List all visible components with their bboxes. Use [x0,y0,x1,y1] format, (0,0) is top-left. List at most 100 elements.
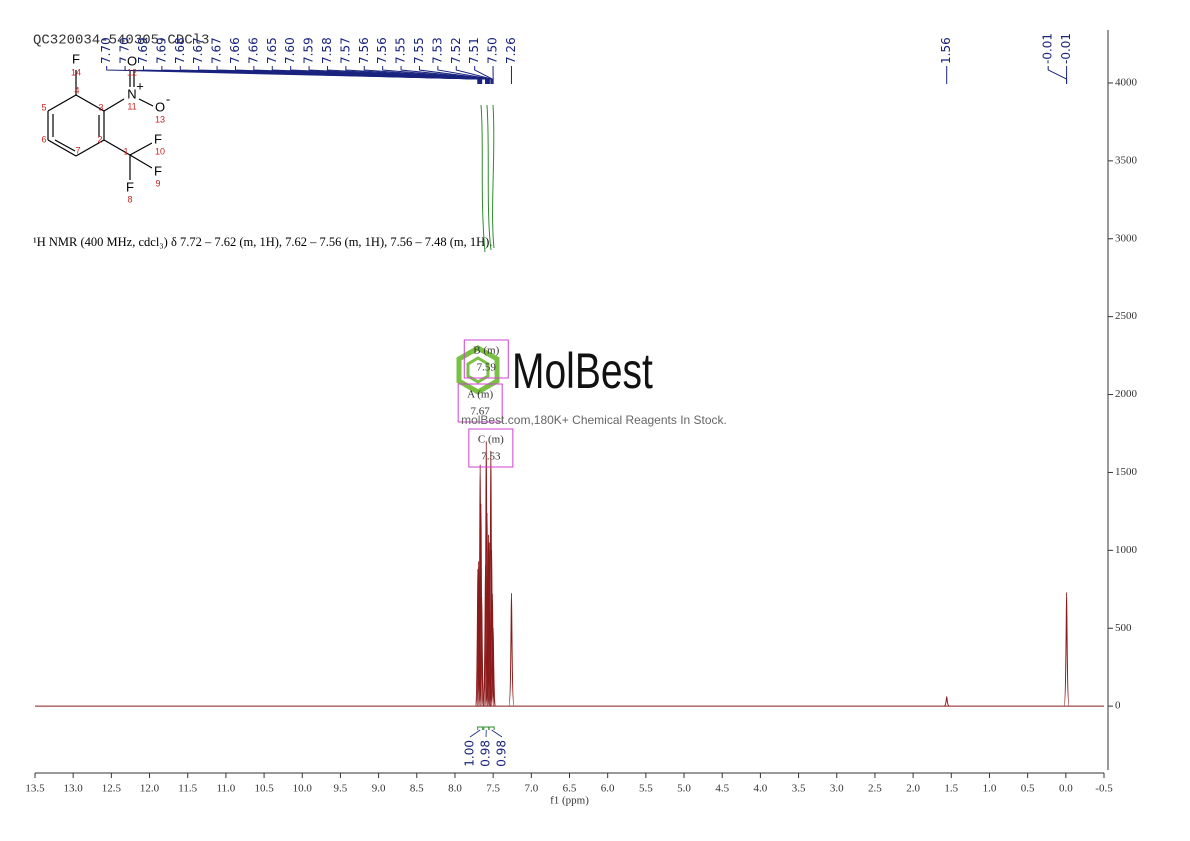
x-tick-label: 11.5 [178,783,197,795]
peak-connector [308,66,487,84]
integral-label: 0.98 [479,740,493,767]
peak-label: 7.51 [467,37,481,64]
atom-number: 4 [74,85,79,95]
atom-symbol: O [155,99,165,114]
signal-peak [490,627,497,707]
peak-label: 7.55 [394,37,408,64]
multiplet-label: C (m) [478,434,504,446]
multiplet-label: B (m) [473,345,499,357]
peak-label: 7.67 [210,37,224,64]
x-tick-label: 10.5 [254,783,274,795]
signal-peak [478,596,485,707]
peak-label: 7.66 [228,37,242,64]
y-tick-label: 0 [1115,700,1121,712]
x-tick-label: 7.5 [486,783,500,795]
x-tick-label: 8.0 [448,783,462,795]
sample-title: QC320034-540305-CDCl3 [33,33,209,49]
peak-connector [418,66,490,84]
x-tick-label: 6.0 [601,783,615,795]
peak-label: -0.01 [1059,33,1073,64]
integral-curves [480,104,495,253]
atom-background [152,132,164,148]
x-tick-label: 6.5 [563,783,577,795]
atom-charge: - [166,91,170,106]
x-tick-label: 10.0 [293,783,313,795]
atom-symbol: N [127,86,136,101]
peak-connector [326,66,488,84]
peak-label: 7.69 [136,37,150,64]
atom-number: 12 [127,67,137,77]
peak-label: -0.01 [1041,33,1055,64]
signal-peak [508,592,515,707]
x-tick-label: 13.0 [64,783,84,795]
x-tick-label: 4.0 [754,783,768,795]
peak-label: 7.59 [302,37,316,64]
x-tick-label: 9.5 [334,783,348,795]
x-tick-label: 0.5 [1021,783,1035,795]
integral-label: 0.98 [495,740,509,767]
x-tick-label: 7.0 [524,783,538,795]
x-axis-title: f1 (ppm) [550,795,589,807]
multiplet-shift: 7.59 [477,362,497,374]
x-tick-label: 2.0 [906,783,920,795]
peak-label: 7.52 [449,37,463,64]
atom-number: 2 [97,134,102,144]
x-tick-label: 12.5 [102,783,122,795]
peak-label: 7.58 [320,37,334,64]
x-tick-label: 5.5 [639,783,653,795]
atom-symbol: F [154,163,162,178]
y-tick-label: 1500 [1115,466,1138,478]
multiplet-box [468,428,514,468]
multiplet-shift: 7.67 [471,406,491,418]
atom-number: 8 [127,194,132,204]
atom-background [126,54,138,70]
peak-label: 7.56 [375,37,389,64]
x-tick-label: 1.0 [983,783,997,795]
peak-label: 7.60 [283,37,297,64]
atom-background [152,164,164,180]
watermark-tagline: molBest.com,180K+ Chemical Reagents In S… [461,413,727,427]
x-tick-label: 4.5 [715,783,729,795]
nmr-description: ¹H NMR (400 MHz, cdcl₃) δ 7.72 – 7.62 (m… [33,235,492,249]
peak-connector [437,66,492,84]
signal-peak [1063,591,1070,707]
x-tick-label: 1.5 [944,783,958,795]
integral-bracket [488,726,495,730]
atom-background [154,100,166,116]
peak-label: 7.67 [191,37,205,64]
atom-number: 6 [41,134,46,144]
peak-label: 7.68 [173,37,187,64]
atom-background [126,87,138,103]
multiplet-box [457,383,503,423]
y-tick-label: 500 [1115,622,1132,634]
x-tick-label: 13.5 [25,783,45,795]
peak-label: 7.50 [486,37,500,64]
integral-bracket [483,726,490,730]
atom-number: 14 [71,67,81,77]
x-tick-label: 5.0 [677,783,691,795]
atom-number: 5 [41,102,46,112]
atom-symbol: F [72,51,80,66]
molecule-bonds [47,70,154,181]
watermark-brand: MolBest [512,342,653,399]
integral-bracket [477,726,484,730]
integral-leader [491,729,503,738]
y-tick-label: 1000 [1115,544,1138,556]
peak-label: 7.55 [412,37,426,64]
y-tick-label: 2500 [1115,310,1138,322]
atom-number: 9 [155,178,160,188]
integral-label: 1.00 [463,740,477,767]
peak-label: 7.56 [357,37,371,64]
y-tick-label: 2000 [1115,388,1138,400]
x-tick-label: 12.0 [140,783,160,795]
peak-label: 7.53 [430,37,444,64]
atom-symbol: O [127,53,137,68]
peak-label: 7.65 [265,37,279,64]
y-tick-label: 3000 [1115,232,1138,244]
peak-label: 1.56 [939,37,953,64]
peak-label: 7.57 [338,37,352,64]
multiplet-box [463,339,509,379]
peak-label: 7.66 [246,37,260,64]
atom-symbol: F [126,179,134,194]
